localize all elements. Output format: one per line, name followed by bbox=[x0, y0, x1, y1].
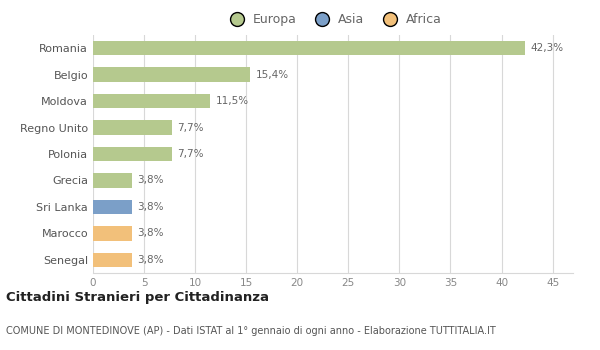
Bar bbox=[93, 68, 250, 82]
Bar bbox=[93, 252, 132, 267]
Text: Cittadini Stranieri per Cittadinanza: Cittadini Stranieri per Cittadinanza bbox=[6, 290, 269, 303]
Bar bbox=[93, 173, 132, 188]
Bar bbox=[93, 94, 211, 108]
Text: 3,8%: 3,8% bbox=[137, 175, 163, 186]
Bar bbox=[93, 120, 172, 135]
Bar bbox=[93, 199, 132, 214]
Bar bbox=[93, 41, 525, 56]
Text: 7,7%: 7,7% bbox=[177, 149, 203, 159]
Bar bbox=[93, 226, 132, 240]
Legend: Europa, Asia, Africa: Europa, Asia, Africa bbox=[224, 13, 442, 26]
Text: 3,8%: 3,8% bbox=[137, 202, 163, 212]
Text: 42,3%: 42,3% bbox=[530, 43, 563, 53]
Text: 15,4%: 15,4% bbox=[256, 70, 289, 80]
Text: 3,8%: 3,8% bbox=[137, 228, 163, 238]
Text: 7,7%: 7,7% bbox=[177, 122, 203, 133]
Text: 3,8%: 3,8% bbox=[137, 255, 163, 265]
Bar bbox=[93, 147, 172, 161]
Text: COMUNE DI MONTEDINOVE (AP) - Dati ISTAT al 1° gennaio di ogni anno - Elaborazion: COMUNE DI MONTEDINOVE (AP) - Dati ISTAT … bbox=[6, 326, 496, 336]
Text: 11,5%: 11,5% bbox=[215, 96, 248, 106]
